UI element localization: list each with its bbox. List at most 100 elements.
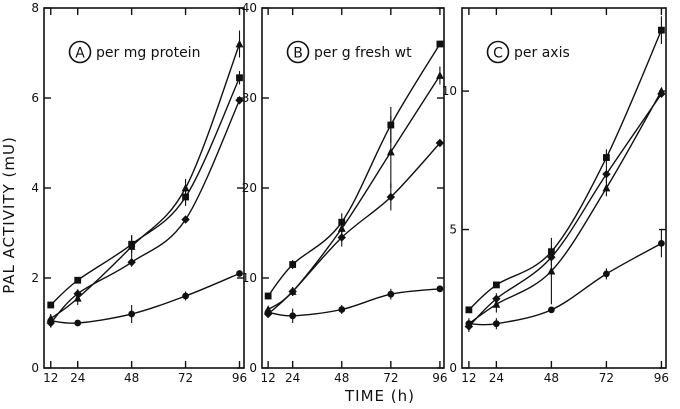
panel-letter: B	[293, 46, 303, 62]
y-tick-label: 5	[449, 223, 457, 237]
data-point	[181, 183, 190, 192]
chart-panel-c: 0 5 10 12 24 48 72 96 C per axis	[442, 7, 669, 385]
data-point	[492, 281, 500, 289]
y-tick-label: 0	[31, 361, 39, 375]
series-line	[468, 93, 662, 327]
data-point	[74, 319, 82, 327]
data-point	[386, 147, 395, 156]
series-triangle	[464, 86, 666, 328]
data-point	[492, 320, 500, 328]
series-line	[267, 75, 441, 311]
x-tick-label: 12	[43, 371, 58, 385]
data-point	[127, 242, 136, 250]
x-tick-label: 48	[334, 371, 349, 385]
data-point	[492, 294, 501, 303]
y-tick-label: 4	[31, 181, 39, 195]
series-triangle	[264, 66, 444, 313]
data-point	[338, 306, 346, 313]
panel-frame	[261, 7, 445, 369]
y-tick-label: 0	[449, 361, 457, 375]
x-tick-label: 24	[489, 371, 504, 385]
data-point	[436, 71, 444, 79]
series-circle	[47, 270, 243, 328]
data-point	[387, 290, 395, 298]
data-point	[47, 317, 55, 325]
y-tick-label: 2	[31, 271, 39, 285]
data-point	[602, 183, 611, 192]
x-tick-label: 96	[232, 371, 247, 385]
y-tick-label: 40	[242, 1, 257, 15]
panel-letter: C	[493, 46, 503, 62]
series-diamond	[464, 89, 666, 332]
data-point	[236, 74, 243, 82]
y-tick-label: 10	[442, 84, 457, 98]
data-point	[602, 169, 611, 179]
series-line	[50, 99, 241, 324]
panel-title: per g fresh wt	[314, 45, 412, 61]
data-point	[73, 289, 82, 298]
x-tick-label: 96	[654, 371, 669, 385]
series-line	[267, 43, 441, 297]
series-line	[468, 29, 663, 311]
data-point	[386, 192, 396, 202]
data-point	[74, 276, 82, 284]
data-point	[128, 310, 136, 318]
panel-title: per axis	[514, 45, 570, 61]
data-point	[337, 224, 346, 232]
series-square	[47, 71, 243, 309]
series-diamond	[46, 96, 244, 328]
data-point	[264, 308, 272, 316]
data-point	[337, 233, 346, 242]
panel-title: per mg protein	[96, 45, 200, 61]
x-tick-label: 96	[432, 371, 447, 385]
x-tick-label: 24	[70, 371, 85, 385]
data-point	[603, 270, 610, 278]
data-point	[436, 40, 444, 48]
data-point	[657, 89, 666, 99]
series-line	[468, 90, 663, 325]
panel-letter-circle	[68, 40, 92, 64]
data-point	[436, 285, 444, 293]
y-tick-label: 10	[242, 271, 257, 285]
data-point	[289, 261, 297, 268]
chart-panel-b: 0 10 20 30 40 12 24 48 72 96 B per g fresh wt	[242, 1, 448, 385]
x-tick-label: 24	[285, 371, 300, 385]
data-point	[182, 292, 189, 300]
data-point	[288, 287, 297, 296]
data-point	[236, 270, 243, 277]
data-point	[547, 253, 556, 262]
panel-letter: A	[75, 46, 85, 62]
panel-frame	[43, 7, 245, 369]
y-axis-label: PAL ACTIVITY (mU)	[0, 136, 18, 294]
series-circle	[465, 229, 665, 330]
y-tick-label: 6	[31, 91, 39, 105]
series-line	[267, 142, 441, 315]
data-point	[435, 138, 445, 148]
x-tick-label: 72	[599, 371, 614, 385]
x-tick-label: 48	[124, 371, 139, 385]
panel-frame	[461, 7, 667, 369]
data-point	[289, 312, 297, 320]
data-point	[127, 258, 136, 267]
y-tick-label: 0	[249, 361, 257, 375]
y-tick-label: 20	[242, 181, 257, 195]
data-point	[547, 306, 555, 314]
data-point	[658, 26, 665, 34]
data-point	[658, 239, 665, 247]
panel-letter-circle	[486, 40, 510, 64]
x-tick-label: 12	[461, 371, 476, 385]
data-point	[235, 39, 244, 48]
y-tick-label: 8	[31, 1, 39, 15]
data-point	[264, 292, 272, 300]
data-point	[547, 266, 556, 275]
data-point	[235, 96, 244, 105]
x-tick-label: 72	[383, 371, 398, 385]
data-point	[603, 154, 610, 161]
x-tick-label: 72	[178, 371, 193, 385]
x-axis-label: TIME (h)	[344, 387, 415, 405]
x-tick-label: 12	[260, 371, 275, 385]
panel-letter-circle	[286, 40, 310, 64]
